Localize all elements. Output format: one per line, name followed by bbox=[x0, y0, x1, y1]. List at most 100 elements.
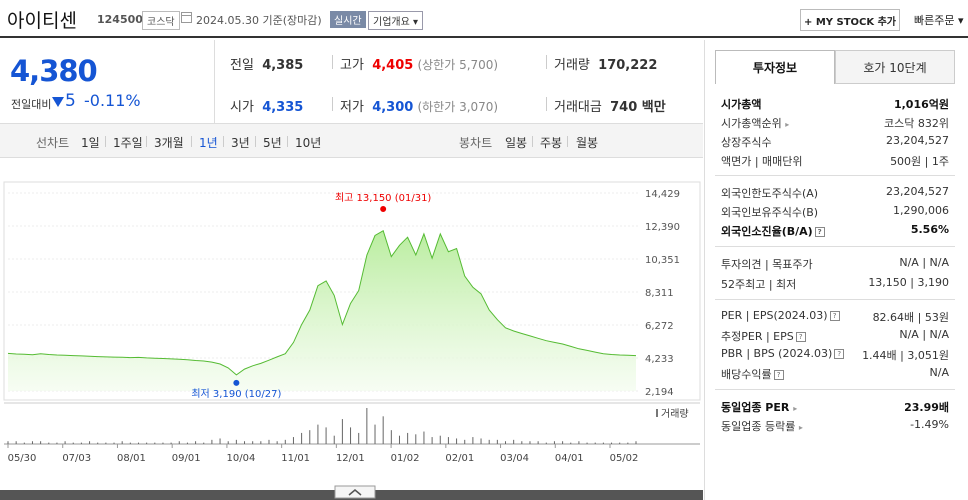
y-tick-label: 6,272 bbox=[645, 321, 674, 332]
x-tick-label: 09/01 bbox=[172, 453, 201, 464]
arrow-right-icon: ▸ bbox=[798, 423, 803, 432]
volume-bar bbox=[390, 430, 392, 444]
volume-bar bbox=[578, 441, 580, 444]
volume-bar bbox=[31, 441, 33, 444]
price-area bbox=[8, 230, 636, 391]
volume-bar bbox=[521, 441, 523, 444]
period-1y[interactable]: 1년 bbox=[199, 136, 218, 150]
max-point bbox=[380, 206, 387, 212]
x-tick-label: 02/01 bbox=[445, 453, 474, 464]
period-5y[interactable]: 5년 bbox=[263, 136, 282, 150]
market-cap-row: 시가총액 1,016억원 bbox=[721, 98, 949, 111]
volume-bar bbox=[464, 439, 466, 444]
volume-bar bbox=[586, 442, 588, 444]
volume-bar bbox=[325, 427, 327, 444]
sector-per-row[interactable]: 동일업종 PER ▸ 23.99배 bbox=[721, 401, 949, 414]
price-stats: 전일 4,385 고가 4,405 (상한가 5,700) 거래량 170,22… bbox=[216, 40, 703, 123]
chart-period-bar: 선차트 1일 1주일 3개월 1년 3년 5년 10년 봉차트 일봉 주봉 월봉 bbox=[0, 123, 703, 158]
market-badge: 코스닥 bbox=[142, 11, 180, 30]
volume-bar bbox=[301, 432, 303, 444]
candle-daily[interactable]: 일봉 bbox=[505, 136, 528, 150]
volume-bar bbox=[23, 442, 25, 444]
volume-bar bbox=[154, 442, 156, 444]
volume-bar bbox=[80, 442, 82, 444]
quick-order-dropdown[interactable]: 빠른주문 ▾ bbox=[914, 14, 964, 27]
week52-row: 52주최고 | 최저 13,150 | 3,190 bbox=[721, 276, 949, 291]
volume-bar bbox=[456, 438, 458, 444]
y-tick-label: 10,351 bbox=[645, 255, 680, 266]
volume-bar bbox=[195, 441, 197, 444]
realtime-button[interactable]: 실시간 bbox=[330, 11, 366, 28]
volume-bar bbox=[40, 441, 42, 444]
volume-bar bbox=[129, 442, 131, 444]
tab-hoga[interactable]: 호가 10단계 bbox=[835, 50, 955, 84]
per-row[interactable]: PER | EPS(2024.03)? 82.64배 | 53원 bbox=[721, 309, 949, 324]
volume-bar bbox=[529, 441, 531, 444]
arrow-right-icon: ▸ bbox=[793, 404, 798, 413]
x-tick-label: 08/01 bbox=[117, 453, 146, 464]
foreign-hold-row: 외국인보유주식수(B) 1,290,006 bbox=[721, 204, 949, 219]
volume-bar bbox=[89, 441, 91, 444]
candle-monthly[interactable]: 월봉 bbox=[576, 136, 599, 150]
sector-rate-row[interactable]: 동일업종 등락률 ▸ -1.49% bbox=[721, 418, 949, 433]
volume-bar bbox=[341, 419, 343, 444]
volume-bar bbox=[635, 441, 637, 444]
volume-bar bbox=[447, 437, 449, 444]
volume-bar bbox=[627, 442, 629, 444]
help-icon: ? bbox=[834, 349, 845, 359]
my-stock-add-button[interactable]: + MY STOCK 추가 bbox=[800, 9, 900, 31]
dividend-row[interactable]: 배당수익률? N/A bbox=[721, 366, 949, 381]
volume-bar bbox=[415, 434, 417, 444]
x-tick-label: 05/02 bbox=[610, 453, 639, 464]
company-info-dropdown[interactable]: 기업개요 ▾ bbox=[368, 11, 423, 30]
volume-bar bbox=[570, 442, 572, 444]
volume-bar bbox=[260, 441, 262, 444]
trade-amount: 거래대금 740 백만 bbox=[554, 100, 666, 115]
arrow-right-icon: ▸ bbox=[785, 120, 790, 129]
min-label: 최저 3,190 (10/27) bbox=[191, 388, 281, 400]
volume-bar bbox=[382, 416, 384, 444]
help-icon: ? bbox=[773, 370, 784, 380]
volume-bar bbox=[594, 442, 596, 444]
y-tick-label: 14,429 bbox=[645, 189, 680, 200]
volume-bar bbox=[178, 441, 180, 444]
volume-bar bbox=[48, 442, 50, 444]
pbr-row[interactable]: PBR | BPS (2024.03)? 1.44배 | 3,051원 bbox=[721, 347, 949, 362]
volume-bar bbox=[203, 442, 205, 444]
volume-bar bbox=[64, 441, 66, 444]
volume-bar bbox=[472, 437, 474, 444]
volume-bar bbox=[513, 439, 515, 444]
rank-row[interactable]: 시가총액순위 ▸ 코스닥 832위 bbox=[721, 117, 949, 130]
period-10y[interactable]: 10년 bbox=[295, 136, 322, 150]
volume-bar bbox=[227, 441, 229, 444]
high-price: 고가 4,405 (상한가 5,700) bbox=[340, 58, 499, 73]
volume-bar bbox=[398, 435, 400, 444]
volume-bar bbox=[105, 442, 107, 444]
x-tick-label: 01/02 bbox=[391, 453, 420, 464]
volume-bar bbox=[553, 441, 555, 444]
period-3y[interactable]: 3년 bbox=[231, 136, 250, 150]
foreign-ratio-row[interactable]: 외국인소진율(B/A)? 5.56% bbox=[721, 223, 949, 238]
y-tick-label: 12,390 bbox=[645, 222, 680, 233]
change-percent: -0.11% bbox=[84, 91, 141, 110]
volume-bar bbox=[56, 442, 58, 444]
y-tick-label: 2,194 bbox=[645, 387, 674, 398]
prev-close: 전일 4,385 bbox=[230, 58, 304, 73]
x-tick-label: 04/01 bbox=[555, 453, 584, 464]
change-label: 전일대비 bbox=[11, 98, 52, 111]
period-1w[interactable]: 1주일 bbox=[113, 136, 143, 150]
candle-weekly[interactable]: 주봉 bbox=[540, 136, 563, 150]
quote-date: 2024.05.30 기준(장마감) bbox=[196, 14, 322, 27]
tab-invest-info[interactable]: 투자정보 bbox=[715, 50, 835, 84]
y-tick-label: 4,233 bbox=[645, 354, 674, 365]
volume-bar bbox=[284, 439, 286, 444]
est-per-row[interactable]: 추정PER | EPS? N/A | N/A bbox=[721, 328, 949, 343]
chart-collapse-button[interactable] bbox=[334, 485, 376, 499]
period-3m[interactable]: 3개월 bbox=[154, 136, 184, 150]
change-value: 5 bbox=[65, 91, 76, 111]
volume-bar bbox=[505, 441, 507, 444]
volume-bar bbox=[602, 442, 604, 444]
volume-bar bbox=[252, 441, 254, 444]
period-1d[interactable]: 1일 bbox=[81, 136, 100, 150]
price-chart: 최고 13,150 (01/31) 최저 3,190 (10/27) 14,429… bbox=[0, 181, 703, 500]
